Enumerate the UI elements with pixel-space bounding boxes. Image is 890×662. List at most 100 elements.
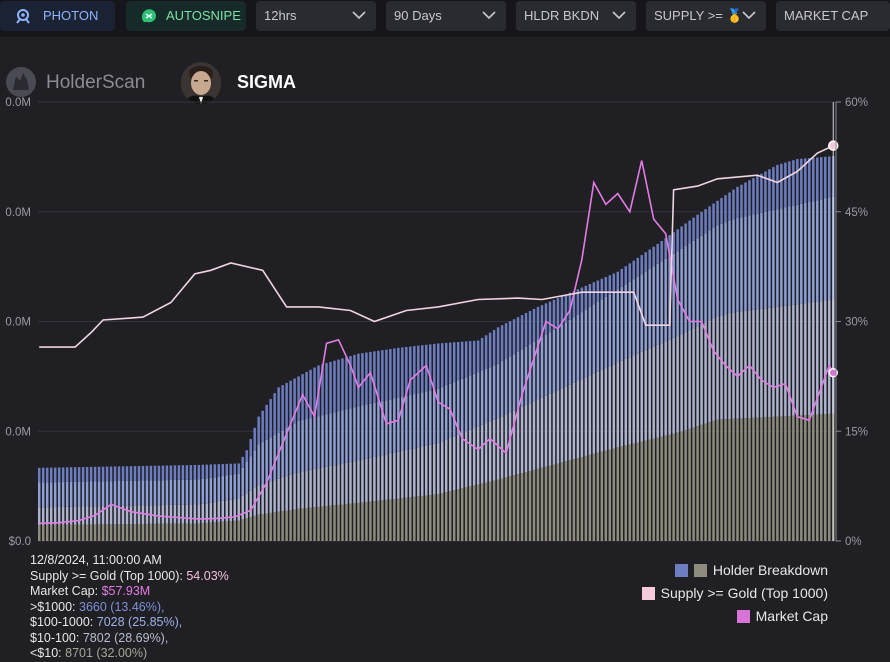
holder-bar-segment: [812, 157, 815, 202]
holder-bar-segment: [704, 322, 707, 424]
holder-bar-segment: [764, 171, 767, 212]
holder-bar-segment: [632, 443, 635, 541]
holder-bar-segment: [800, 158, 803, 204]
holder-bar-segment: [269, 399, 272, 438]
legend-item-supply[interactable]: Supply >= Gold (Top 1000): [641, 585, 828, 608]
holder-bar-segment: [744, 310, 747, 419]
holder-bar-segment: [472, 428, 476, 486]
right-axis-tick-label: 0%: [845, 536, 862, 548]
holder-breakdown-chart[interactable]: 0% $0.0 15% 0.0M 30% 0.0M 45% 0.0M 60% 0.0M: [0, 90, 890, 550]
legend-item-market-cap[interactable]: Market Cap: [642, 608, 828, 631]
holder-bar-segment: [329, 465, 332, 506]
holder-bar-segment: [504, 323, 508, 360]
holder-bar-segment: [596, 452, 600, 541]
holder-bar-segment: [321, 364, 324, 416]
holder-bar-segment: [89, 506, 93, 525]
holder-bar-segment: [740, 418, 743, 541]
holder-bar-segment: [512, 475, 516, 541]
holder-bar-segment: [532, 341, 536, 402]
holder-bar-segment: [712, 203, 715, 228]
holder-bar-segment: [289, 509, 292, 541]
holder-bar-segment: [289, 425, 292, 475]
autosnipe-button[interactable]: AUTOSNIPE: [126, 1, 246, 31]
holder-bar-segment: [381, 401, 384, 456]
holder-bar-segment: [828, 197, 831, 301]
holder-bar-segment: [345, 462, 348, 505]
metric-select[interactable]: MARKET CAP: [776, 1, 890, 31]
holder-bar-segment: [604, 368, 608, 451]
holder-bar-segment: [373, 501, 376, 541]
holder-bar-segment: [496, 418, 500, 480]
holder-bar-segment: [584, 309, 588, 378]
holder-bar-segment: [484, 482, 488, 541]
holder-bar-segment: [201, 478, 205, 504]
holder-bar-segment: [353, 407, 356, 462]
legend-label: Supply >= Gold (Top 1000): [660, 585, 828, 601]
holder-bar-segment: [700, 424, 703, 541]
holder-bar-segment: [520, 473, 524, 541]
holder-bar-segment: [273, 393, 276, 436]
holder-bar-segment: [444, 385, 448, 440]
holder-bar-segment: [313, 507, 316, 541]
holder-bar-segment: [804, 415, 807, 541]
holder-bar-segment: [405, 395, 408, 450]
holder-bar-segment: [313, 417, 316, 470]
holder-bar-segment: [468, 341, 472, 376]
supply-select[interactable]: SUPPLY >= 🥇: [646, 1, 766, 31]
holder-bar-segment: [437, 494, 440, 541]
holder-bar-segment: [89, 481, 93, 507]
holder-bar-segment: [820, 199, 823, 302]
holder-bar-segment: [488, 421, 492, 482]
holder-bar-segment: [121, 466, 125, 481]
holder-bar-segment: [225, 521, 228, 541]
photon-button[interactable]: PHOTON: [0, 1, 115, 31]
holder-bar-segment: [121, 505, 125, 525]
holder-bar-segment: [616, 271, 620, 290]
holder-bar-segment: [512, 410, 516, 476]
holder-bar-segment: [804, 158, 807, 203]
holder-bar-segment: [776, 209, 779, 307]
holder-bar-segment: [716, 200, 719, 226]
holder-bar-segment: [201, 523, 205, 541]
holder-bar-segment: [548, 332, 552, 394]
holder-bar-segment: [289, 380, 292, 426]
holder-bar-segment: [93, 466, 97, 482]
holder-bar-segment: [616, 289, 620, 363]
holder-bar-segment: [504, 477, 508, 541]
range-select[interactable]: 90 Days: [386, 1, 506, 31]
holder-bar-segment: [492, 365, 496, 420]
holder-bar-segment: [413, 448, 416, 497]
holder-bar-segment: [53, 467, 57, 483]
holder-bar-segment: [309, 469, 312, 508]
holder-bar-segment: [500, 416, 504, 479]
holder-bar-segment: [297, 376, 300, 422]
holder-bar-segment: [89, 524, 93, 541]
legend-item-holder-breakdown[interactable]: Holder Breakdown: [642, 562, 828, 585]
holder-bar-segment: [612, 364, 616, 449]
holder-bar-segment: [113, 524, 117, 541]
holder-bar-segment: [772, 307, 775, 417]
holder-bar-segment: [536, 306, 540, 340]
holder-bar-segment: [520, 406, 524, 474]
holder-bar-segment: [189, 465, 193, 480]
holder-bar-segment: [460, 433, 464, 489]
holder-bar-segment: [153, 465, 157, 481]
holder-bar-segment: [660, 261, 663, 344]
holder-bar-segment: [49, 524, 53, 541]
interval-select[interactable]: 12hrs: [256, 1, 376, 31]
holder-bar-segment: [744, 418, 747, 541]
holder-bar-segment: [576, 458, 580, 541]
holder-bar-segment: [185, 504, 189, 524]
holder-bar-segment: [389, 399, 392, 454]
view-select[interactable]: HLDR BKDN: [516, 1, 636, 31]
holder-bar-segment: [648, 348, 651, 440]
holder-bar-segment: [313, 469, 316, 508]
holder-bar-segment: [768, 417, 771, 541]
holder-bar-segment: [604, 296, 608, 369]
holder-bar-segment: [584, 377, 588, 456]
holder-bar-segment: [520, 349, 524, 407]
holder-bar-segment: [353, 354, 356, 408]
holder-bar-segment: [193, 523, 197, 541]
holder-bar-segment: [49, 507, 53, 525]
tooltip-row-label: $10-100:: [30, 630, 80, 645]
